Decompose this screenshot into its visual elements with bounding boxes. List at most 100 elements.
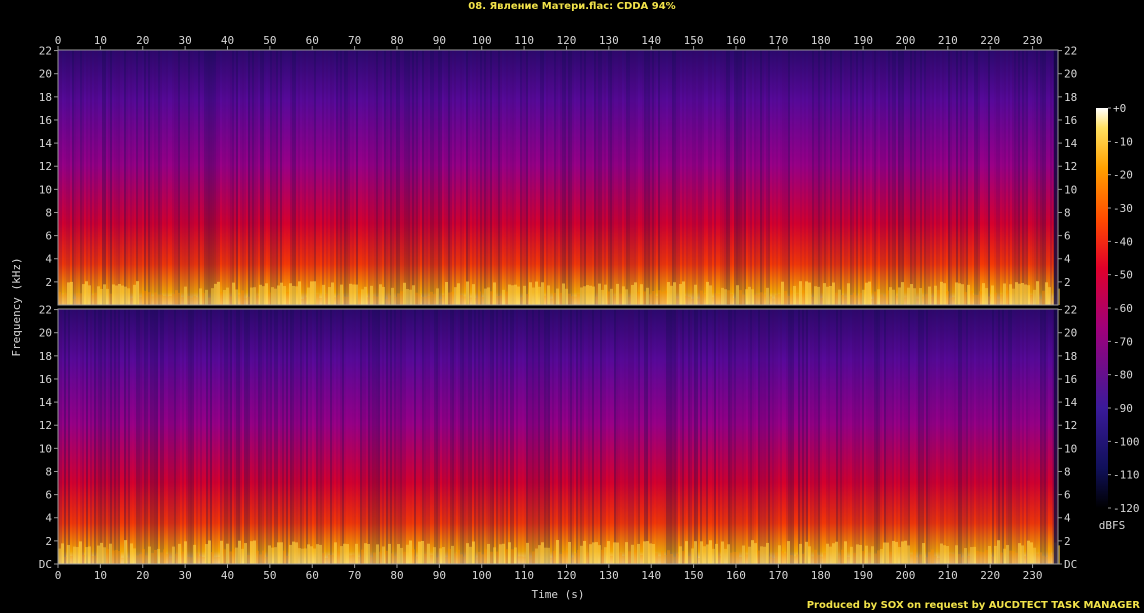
texture-strip	[352, 50, 354, 305]
texture-strip	[260, 50, 262, 305]
low-band-strip	[856, 295, 859, 305]
texture-strip	[680, 50, 682, 305]
low-band-strip	[613, 542, 616, 564]
channel-plot-top	[57, 49, 1060, 306]
low-band-strip	[241, 548, 244, 564]
low-band-strip	[571, 557, 574, 564]
texture-strip	[758, 309, 760, 564]
texture-strip	[640, 309, 642, 564]
texture-strip	[74, 309, 76, 564]
low-band-strip	[982, 283, 985, 305]
low-band-strip	[1006, 545, 1009, 564]
low-band-strip	[439, 548, 442, 564]
texture-strip	[350, 50, 352, 305]
texture-strip	[522, 309, 524, 564]
low-band-strip	[688, 296, 691, 305]
texture-strip	[788, 50, 790, 305]
y-tick-label-right: 6	[1064, 489, 1071, 502]
texture-strip	[86, 50, 88, 305]
texture-strip	[464, 50, 466, 305]
texture-strip	[756, 309, 758, 564]
texture-strip	[948, 50, 950, 305]
low-band-strip	[844, 541, 847, 564]
texture-strip	[928, 50, 930, 305]
texture-strip	[116, 309, 118, 564]
low-band-strip	[421, 296, 424, 305]
y-tick-label-left: 16	[39, 114, 52, 127]
texture-strip	[206, 50, 208, 305]
texture-strip	[402, 309, 404, 564]
texture-strip	[102, 309, 104, 564]
texture-strip	[530, 309, 532, 564]
low-band-strip	[961, 557, 964, 564]
texture-strip	[462, 309, 464, 564]
texture-strip	[826, 50, 828, 305]
texture-strip	[250, 309, 252, 564]
low-band-strip	[619, 293, 622, 305]
texture-strip	[70, 50, 72, 305]
texture-strip	[360, 50, 362, 305]
low-band-strip	[106, 288, 109, 305]
low-band-strip	[994, 292, 997, 305]
texture-strip	[58, 309, 60, 564]
low-band-strip	[271, 547, 274, 564]
texture-strip	[890, 50, 892, 305]
x-tick-label-top: 180	[811, 34, 831, 47]
texture-strip	[696, 50, 698, 305]
texture-strip	[148, 50, 150, 305]
low-band-strip	[694, 284, 697, 305]
y-tick-label-right: 4	[1064, 253, 1071, 266]
texture-strip	[702, 309, 704, 564]
low-band-strip	[928, 552, 931, 564]
low-band-strip	[289, 544, 292, 564]
texture-strip	[294, 50, 296, 305]
texture-strip	[624, 50, 626, 305]
texture-strip	[336, 309, 338, 564]
low-band-strip	[247, 296, 250, 305]
low-band-strip	[415, 292, 418, 305]
texture-strip	[722, 50, 724, 305]
texture-strip	[110, 50, 112, 305]
texture-strip	[848, 50, 850, 305]
texture-strip	[610, 309, 612, 564]
low-band-strip	[955, 282, 958, 305]
low-band-strip	[460, 554, 463, 564]
texture-strip	[1006, 50, 1008, 305]
low-band-strip	[970, 290, 973, 305]
texture-strip	[580, 50, 582, 305]
low-band-strip	[895, 541, 898, 564]
texture-strip	[816, 50, 818, 305]
low-band-strip	[1000, 294, 1003, 305]
texture-strip	[770, 309, 772, 564]
low-band-strip	[85, 547, 88, 564]
low-band-strip	[625, 542, 628, 564]
texture-strip	[582, 50, 584, 305]
low-band-strip	[985, 550, 988, 564]
low-band-strip	[1042, 290, 1045, 305]
low-band-strip	[658, 290, 661, 305]
low-band-strip	[235, 289, 238, 305]
texture-strip	[450, 309, 452, 564]
low-band-strip	[319, 544, 322, 564]
texture-strip	[966, 309, 968, 564]
texture-strip	[146, 50, 148, 305]
low-band-strip	[397, 293, 400, 305]
low-band-strip	[646, 287, 649, 305]
low-band-strip	[1027, 540, 1030, 564]
texture-strip	[154, 50, 156, 305]
low-band-strip	[139, 296, 142, 305]
texture-strip	[556, 50, 558, 305]
low-band-strip	[1030, 294, 1033, 305]
low-band-strip	[562, 550, 565, 564]
texture-strip	[606, 50, 608, 305]
texture-strip	[214, 50, 216, 305]
texture-strip	[452, 50, 454, 305]
low-band-strip	[655, 553, 658, 564]
low-band-strip	[178, 543, 181, 564]
low-band-strip	[637, 291, 640, 305]
low-band-strip	[61, 294, 64, 305]
texture-strip	[732, 50, 734, 305]
texture-strip	[728, 309, 730, 564]
low-band-strip	[367, 297, 370, 305]
texture-strip	[904, 50, 906, 305]
